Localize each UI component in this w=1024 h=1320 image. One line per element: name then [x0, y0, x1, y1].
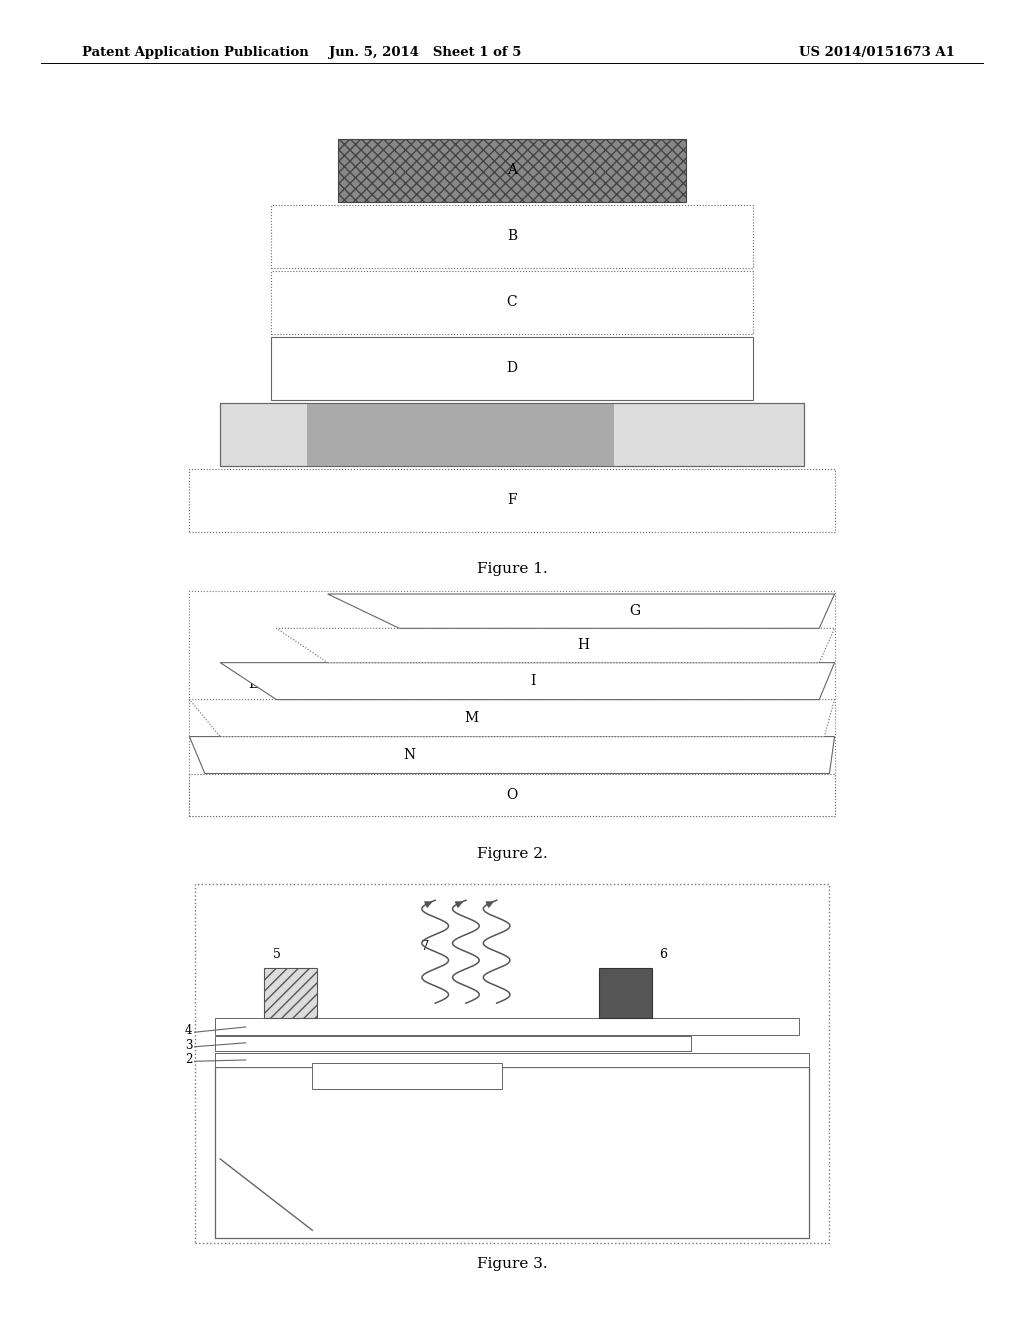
Bar	[215, 1053, 809, 1067]
Text: A: A	[507, 164, 517, 177]
Bar	[220, 403, 804, 466]
Bar	[215, 1036, 691, 1051]
Text: Figure 2.: Figure 2.	[476, 847, 548, 862]
Text: C: C	[507, 296, 517, 309]
Text: B: B	[507, 230, 517, 243]
Polygon shape	[220, 663, 835, 700]
Text: 3: 3	[185, 1039, 193, 1052]
Text: H: H	[578, 639, 590, 652]
Bar	[271, 337, 753, 400]
Bar	[599, 968, 652, 1018]
Polygon shape	[189, 737, 835, 774]
Text: I: I	[529, 675, 536, 688]
Text: Figure 1.: Figure 1.	[476, 562, 548, 577]
Bar	[338, 139, 686, 202]
Text: 6: 6	[659, 948, 668, 961]
Bar	[215, 1067, 809, 1238]
Text: US 2014/0151673 A1: US 2014/0151673 A1	[799, 46, 954, 59]
Text: 5: 5	[272, 948, 281, 961]
Polygon shape	[189, 700, 835, 737]
Text: L: L	[248, 677, 258, 690]
Text: 2: 2	[185, 1053, 193, 1067]
Text: Jun. 5, 2014   Sheet 1 of 5: Jun. 5, 2014 Sheet 1 of 5	[329, 46, 521, 59]
Bar	[271, 205, 753, 268]
Polygon shape	[189, 774, 835, 816]
Polygon shape	[328, 594, 835, 628]
Text: O: O	[507, 788, 517, 801]
Bar	[195, 884, 829, 1243]
Bar	[220, 403, 804, 466]
Text: M: M	[464, 711, 478, 725]
Bar	[189, 591, 835, 816]
Bar	[271, 271, 753, 334]
Bar	[215, 1018, 799, 1035]
Text: D: D	[507, 362, 517, 375]
Bar	[189, 469, 835, 532]
Text: N: N	[403, 748, 416, 762]
Text: Figure 3.: Figure 3.	[477, 1257, 547, 1271]
Bar	[312, 1063, 502, 1089]
Polygon shape	[276, 628, 835, 663]
Text: Patent Application Publication: Patent Application Publication	[82, 46, 308, 59]
Text: F: F	[507, 494, 517, 507]
Text: G: G	[630, 605, 640, 618]
Text: 4: 4	[185, 1024, 193, 1038]
Bar	[264, 968, 317, 1018]
Bar	[307, 403, 614, 466]
Text: 7: 7	[421, 940, 429, 953]
